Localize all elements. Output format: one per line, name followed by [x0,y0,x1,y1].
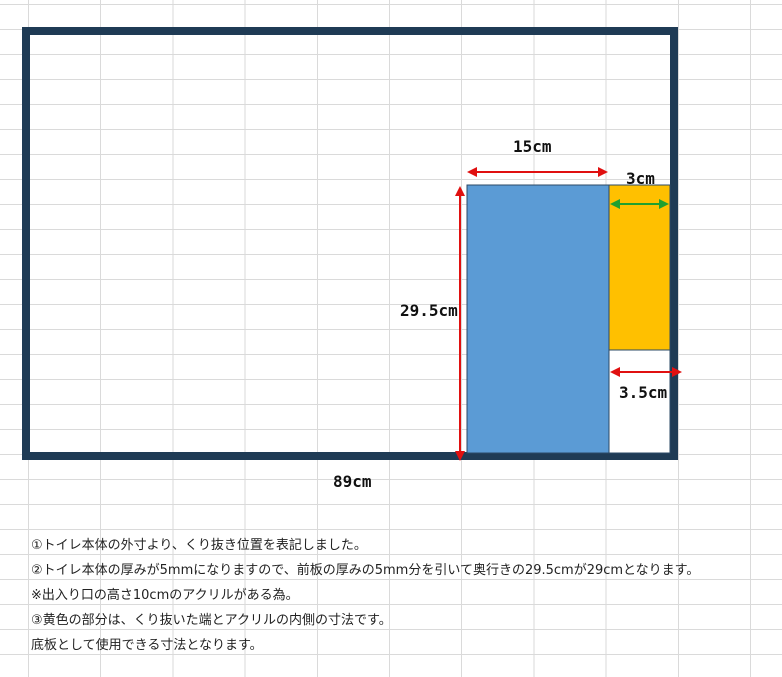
note-2: ②トイレ本体の厚みが5mmになりますので、前板の厚みの5mm分を引いて奥行きの2… [31,563,700,578]
note-3: ※出入り口の高さ10cmのアクリルがある為。 [31,588,299,603]
note-1: ①トイレ本体の外寸より、くり抜き位置を表記しました。 [31,538,367,553]
yellow-panel[interactable] [608,184,671,351]
blue-panel[interactable] [466,184,610,454]
total-width-label: 89cm [333,472,372,491]
depth-label: 29.5cm [400,301,458,320]
note-4: ③黄色の部分は、くり抜いた端とアクリルの内側の寸法です。 [31,613,392,628]
yellow-width-label: 3cm [626,169,655,188]
top-width-label: 15cm [513,137,552,156]
gap-width-label: 3.5cm [619,383,668,402]
note-5: 底板として使用できる寸法となります。 [31,638,263,653]
outer-frame[interactable] [22,27,678,460]
